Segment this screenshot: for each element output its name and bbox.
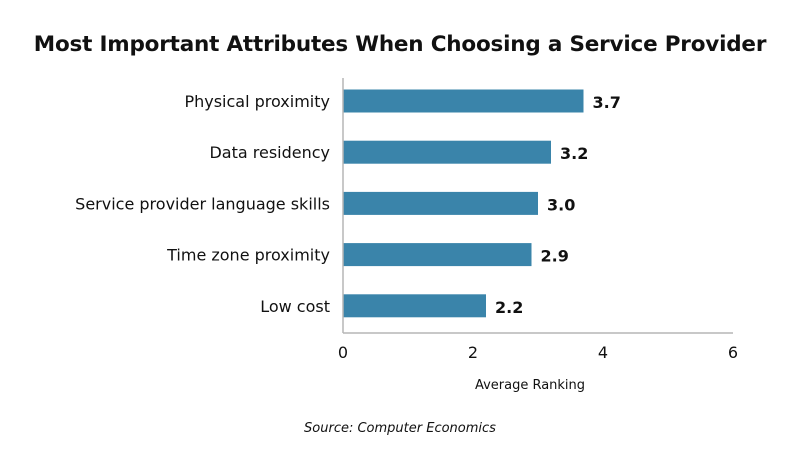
x-tick-label: 6 xyxy=(728,343,738,362)
category-label: Low cost xyxy=(260,297,330,316)
labels-layer: Physical proximity 3.7 Data residency 3.2 Se… xyxy=(75,92,738,362)
category-label: Data residency xyxy=(209,143,330,162)
x-tick-label: 4 xyxy=(598,343,608,362)
category-label: Physical proximity xyxy=(184,92,330,111)
bar xyxy=(343,191,538,215)
category-label: Time zone proximity xyxy=(166,246,330,265)
category-label: Service provider language skills xyxy=(75,194,330,213)
bar xyxy=(343,89,584,113)
x-tick-label: 2 xyxy=(468,343,478,362)
chart-title: Most Important Attributes When Choosing … xyxy=(33,32,767,57)
value-label: 3.0 xyxy=(547,195,575,214)
x-axis-title: Average Ranking xyxy=(475,378,585,393)
x-tick-label: 0 xyxy=(338,343,348,362)
value-label: 3.2 xyxy=(560,144,588,163)
bar xyxy=(343,294,486,318)
bar xyxy=(343,243,532,267)
bars-layer xyxy=(343,89,584,318)
axes-layer xyxy=(342,78,733,334)
source-note: Source: Computer Economics xyxy=(304,421,496,436)
bar xyxy=(343,140,551,164)
value-label: 2.9 xyxy=(541,247,569,266)
value-label: 2.2 xyxy=(495,298,523,317)
value-label: 3.7 xyxy=(593,93,621,112)
